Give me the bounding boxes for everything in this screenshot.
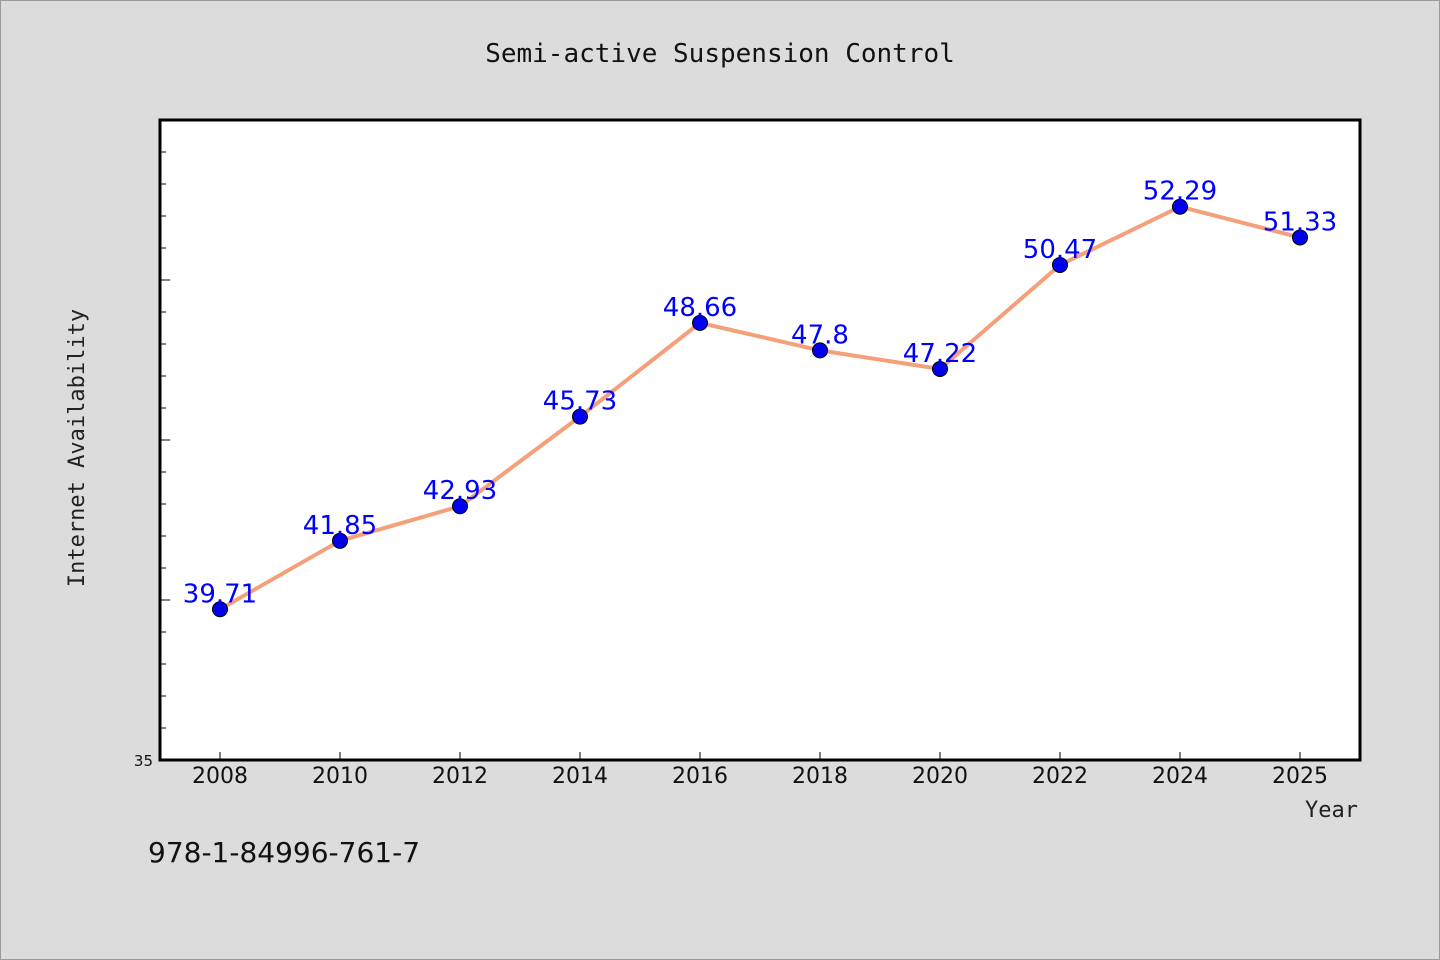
data-label: 52.29: [1143, 177, 1217, 207]
data-label: 45.73: [543, 387, 617, 417]
data-point: [452, 498, 468, 515]
x-tick-label: 2008: [192, 764, 248, 789]
y-axis-ticks: [160, 119, 170, 729]
y-axis-title: Internet Availability: [65, 309, 90, 587]
data-point: [812, 342, 828, 359]
x-tick-label: 2016: [672, 764, 728, 789]
x-tick-label: 2018: [792, 764, 848, 789]
data-point: [692, 314, 708, 331]
data-label: 41.85: [303, 511, 377, 541]
x-tick-label: 2022: [1032, 764, 1088, 789]
data-label: 47.22: [903, 339, 977, 369]
data-points: [212, 198, 1308, 618]
data-label: 42.93: [423, 476, 497, 506]
chart-title: Semi-active Suspension Control: [485, 39, 955, 69]
x-tick-label: 2024: [1152, 764, 1208, 789]
data-point: [572, 408, 588, 425]
data-label: 47.8: [791, 320, 849, 350]
data-point: [1172, 198, 1188, 215]
y-tick-label-min: 35: [134, 752, 153, 770]
data-label: 48.66: [663, 293, 737, 323]
x-tick-label: 2014: [552, 764, 608, 789]
x-tick-label: 2012: [432, 764, 488, 789]
series-line: [218, 204, 1302, 612]
data-point: [1052, 256, 1068, 273]
data-label: 50.47: [1023, 235, 1097, 265]
x-tick-label: 2020: [912, 764, 968, 789]
x-tick-label: 2025: [1272, 764, 1328, 789]
data-label: 39.71: [183, 579, 257, 609]
plot-area: [158, 118, 1362, 762]
data-point: [332, 532, 348, 549]
isbn-text: 978-1-84996-761-7: [148, 836, 420, 869]
data-point: [932, 360, 948, 377]
data-point: [1292, 229, 1308, 246]
data-label: 51.33: [1263, 207, 1337, 237]
x-axis-title: Year: [1305, 798, 1358, 823]
data-labels: 39.71 41.85 42.93 45.73 48.66 47.8 47.22 50.47 5…: [183, 177, 1337, 610]
x-tick-label: 2010: [312, 764, 368, 789]
x-axis-ticks: 2008 2010 2012 2014 2016 2018 2020 2022 2024 2025: [192, 752, 1328, 789]
data-point: [212, 601, 228, 618]
